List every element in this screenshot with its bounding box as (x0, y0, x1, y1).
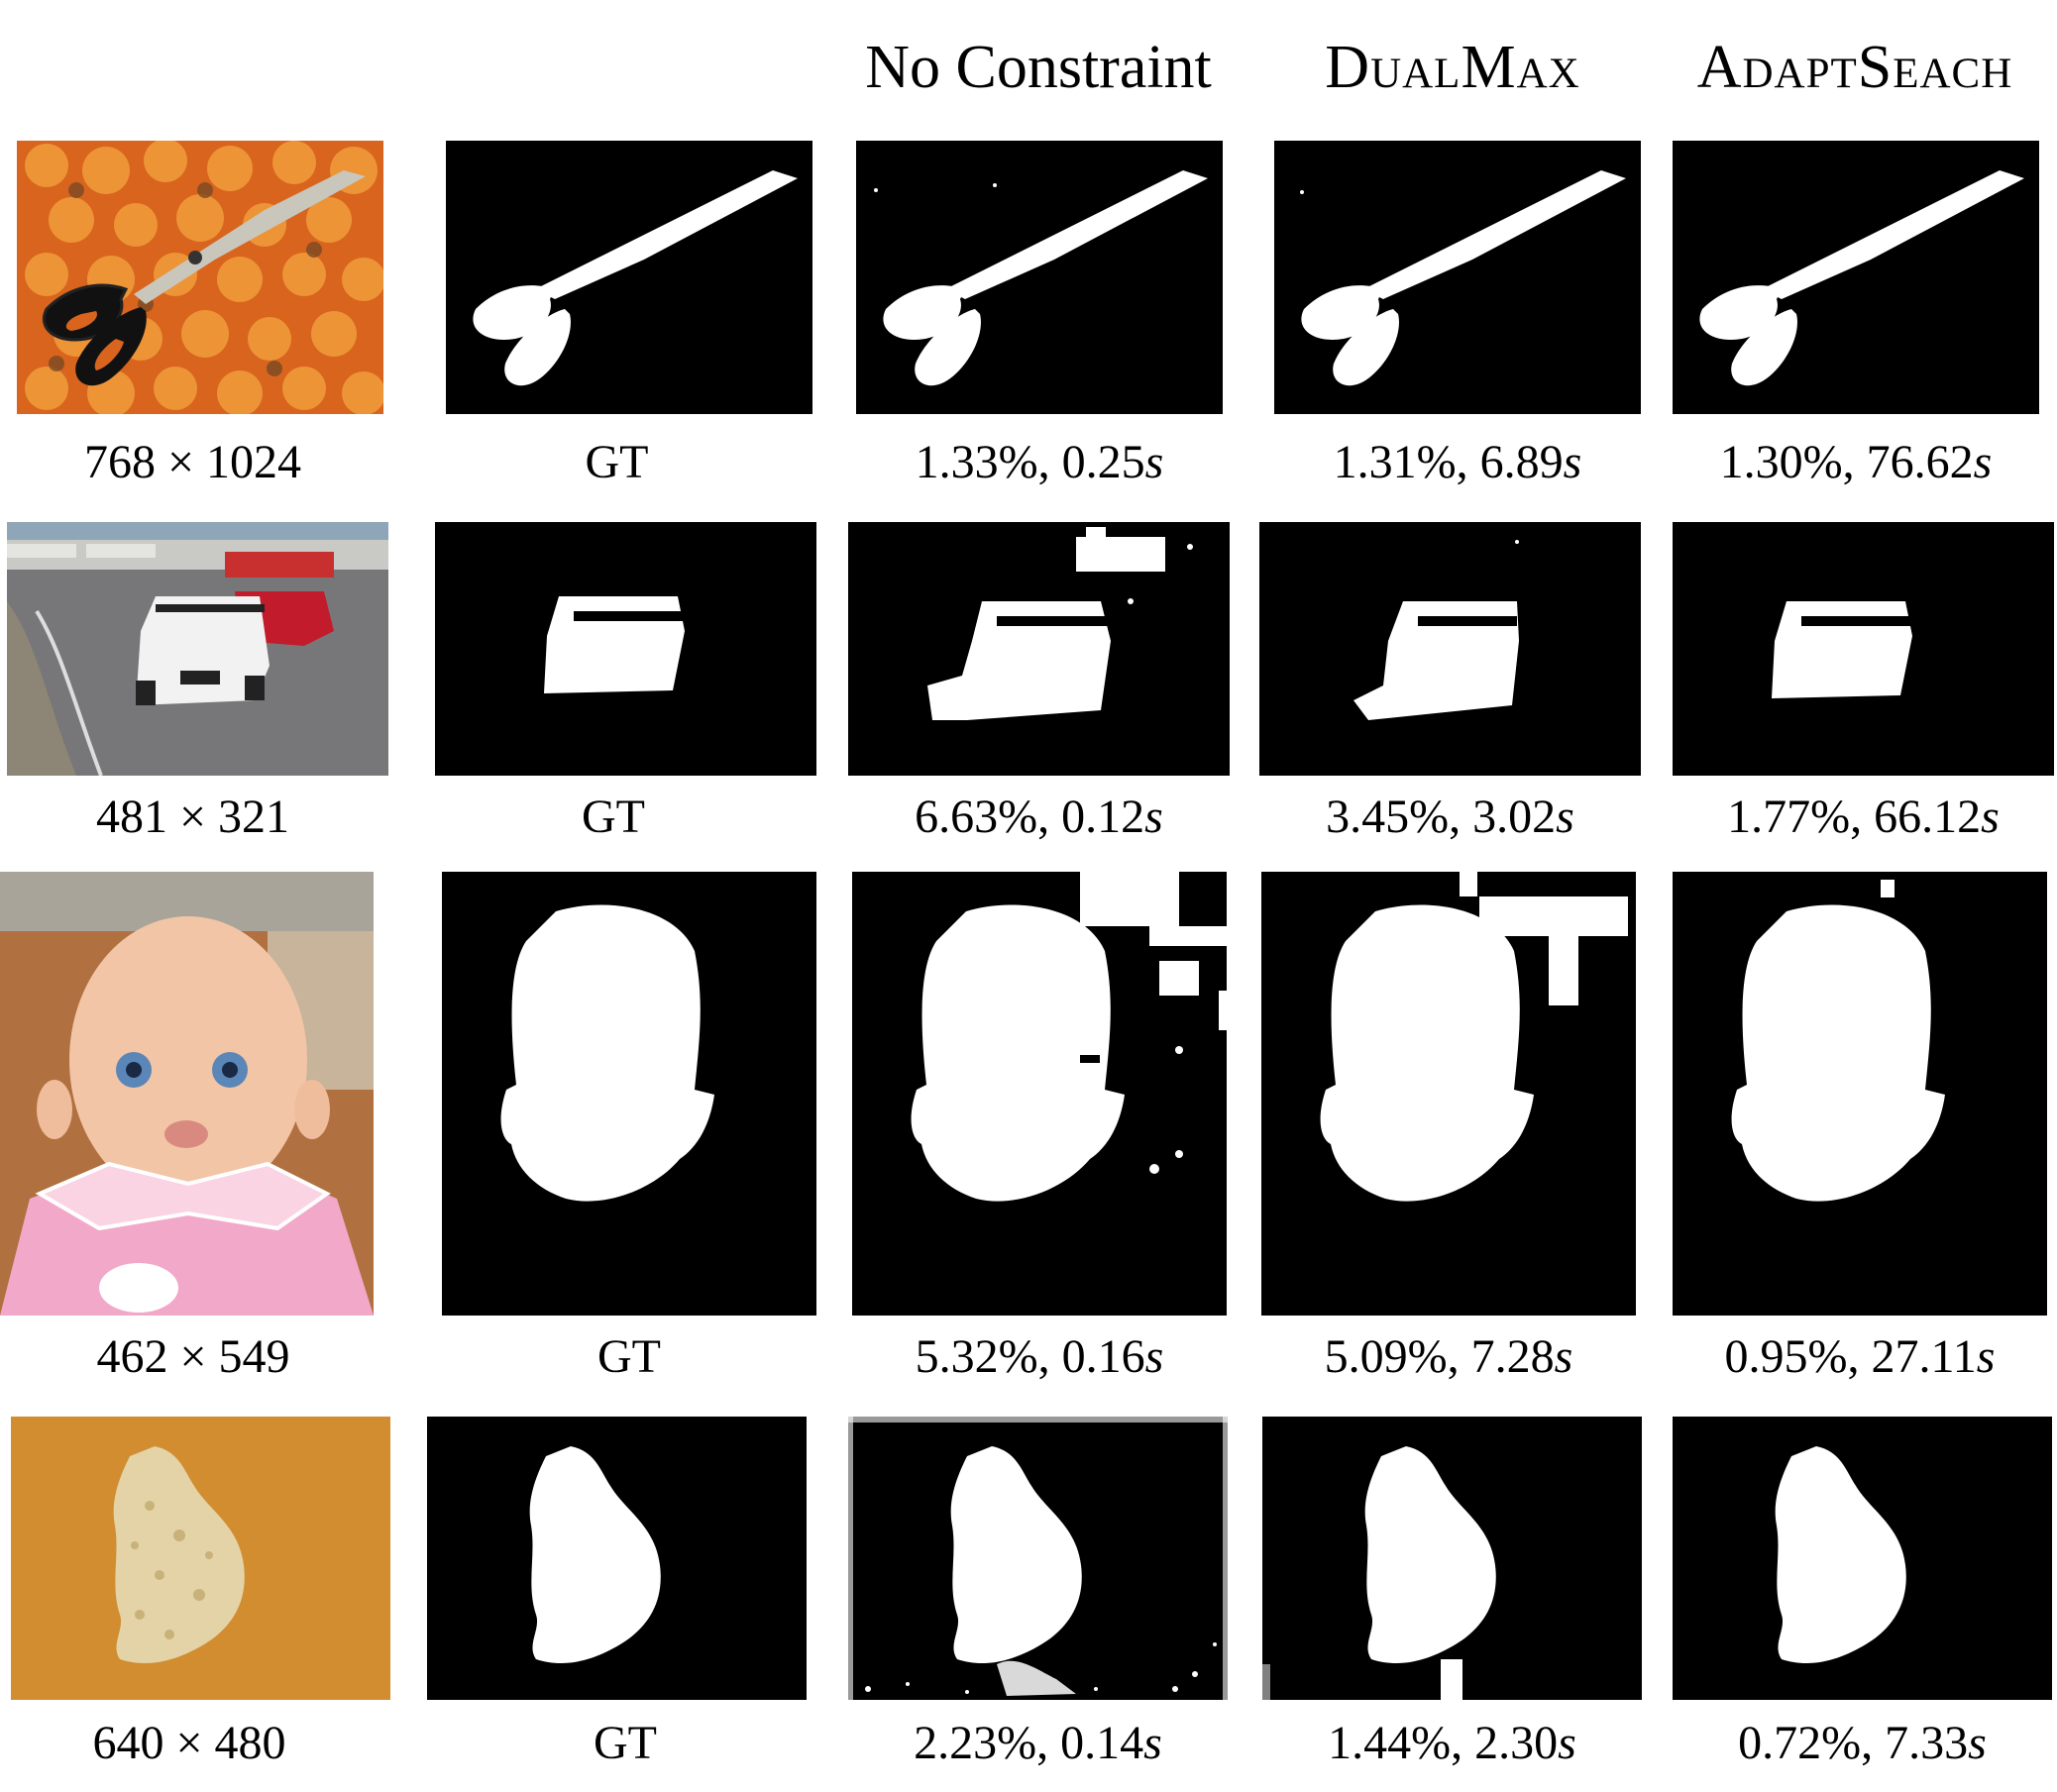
result-dualmax: 3.45%, 3.02s (1326, 791, 1574, 843)
mask-ground-truth-scissors (446, 141, 812, 414)
input-photo-stone (11, 1417, 390, 1700)
result-no-constraint: 6.63%, 0.12s (915, 791, 1163, 843)
mask-dualmax-stone (1262, 1417, 1642, 1700)
result-dualmax: 1.44%, 2.30s (1328, 1717, 1576, 1769)
gt-label: GT (582, 791, 645, 843)
column-header-dualmax: DualMax (1325, 34, 1580, 101)
result-no-constraint: 1.33%, 0.25s (915, 436, 1164, 488)
input-photo-scissors (17, 141, 383, 414)
mask-no-constraint-doll (852, 872, 1227, 1316)
input-photo-race-car (7, 522, 388, 776)
image-size-label: 481 × 321 (95, 791, 290, 843)
mask-no-constraint-race-car (848, 522, 1230, 776)
gt-label: GT (594, 1717, 657, 1769)
mask-ground-truth-doll (442, 872, 816, 1316)
mask-ground-truth-stone (427, 1417, 807, 1700)
mask-dualmax-doll (1261, 872, 1636, 1316)
mask-adaptsearch-stone (1673, 1417, 2052, 1700)
mask-no-constraint-scissors (856, 141, 1223, 414)
gt-label: GT (585, 436, 649, 488)
mask-no-constraint-stone (848, 1417, 1228, 1700)
input-photo-doll (0, 872, 374, 1316)
image-size-label: 768 × 1024 (83, 436, 302, 488)
column-header-no-constraint: No Constraint (865, 34, 1212, 101)
result-no-constraint: 5.32%, 0.16s (915, 1330, 1164, 1383)
result-adaptsearch: 0.95%, 27.11s (1724, 1330, 1996, 1383)
result-no-constraint: 2.23%, 0.14s (914, 1717, 1162, 1769)
image-size-label: 640 × 480 (92, 1717, 286, 1769)
mask-adaptsearch-doll (1673, 872, 2047, 1316)
result-adaptsearch: 1.30%, 76.62s (1719, 436, 1993, 488)
gt-label: GT (597, 1330, 661, 1383)
mask-dualmax-scissors (1274, 141, 1641, 414)
result-adaptsearch: 1.77%, 66.12s (1727, 791, 2000, 843)
result-adaptsearch: 0.72%, 7.33s (1738, 1717, 1987, 1769)
mask-adaptsearch-scissors (1673, 141, 2039, 414)
result-dualmax: 1.31%, 6.89s (1333, 436, 1582, 488)
image-size-label: 462 × 549 (96, 1330, 290, 1383)
result-dualmax: 5.09%, 7.28s (1324, 1330, 1573, 1383)
column-header-adaptsearch: AdaptSeach (1696, 34, 2013, 101)
mask-ground-truth-race-car (435, 522, 816, 776)
mask-dualmax-race-car (1259, 522, 1641, 776)
mask-adaptsearch-race-car (1673, 522, 2054, 776)
